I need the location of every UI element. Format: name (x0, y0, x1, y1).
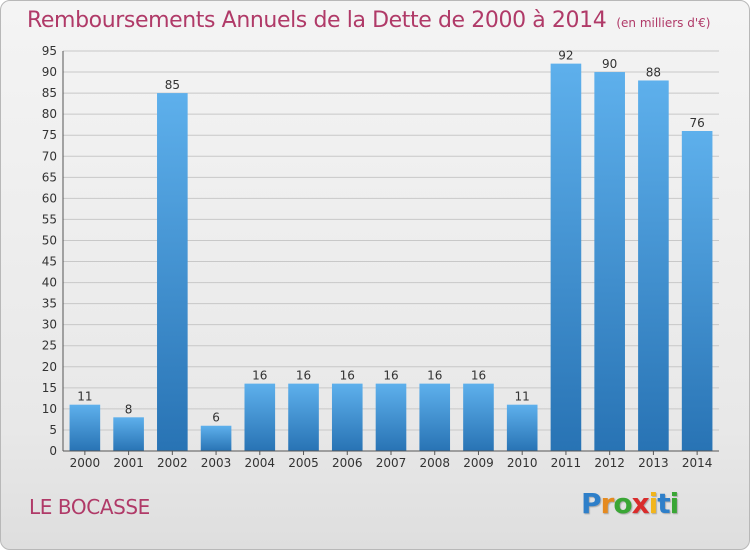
y-tick-label: 25 (42, 339, 57, 353)
bar-value-label: 6 (212, 411, 220, 425)
bar-value-label: 16 (471, 369, 486, 383)
bar-value-label: 90 (602, 57, 617, 71)
bar (594, 72, 625, 451)
x-tick-label: 2010 (507, 456, 538, 470)
y-tick-label: 70 (42, 149, 57, 163)
y-tick-label: 15 (42, 381, 57, 395)
chart-subtitle: (en milliers d'€) (616, 16, 711, 30)
bar-value-label: 92 (558, 49, 573, 63)
logo-letter: t (657, 487, 670, 520)
bar (638, 80, 669, 451)
x-tick-label: 2006 (332, 456, 363, 470)
x-tick-label: 2001 (113, 456, 144, 470)
x-tick-label: 2007 (376, 456, 407, 470)
y-tick-label: 95 (42, 44, 57, 58)
x-tick-label: 2013 (638, 456, 669, 470)
bar (550, 63, 582, 451)
bar (244, 383, 276, 451)
x-tick-label: 2009 (463, 456, 494, 470)
axes: 0 5 10 15 20 25 30 35 40 45 50 55 60 65 70 75 80 85 90 95 20… (42, 44, 719, 470)
y-tick-label: 10 (42, 402, 57, 416)
x-tick-label: 2005 (288, 456, 319, 470)
chart-title: Remboursements Annuels de la Dette de 20… (27, 8, 710, 33)
bar (113, 417, 144, 451)
bar-value-label: 85 (165, 78, 180, 92)
logo-letter: i (648, 487, 659, 520)
bar (375, 383, 407, 451)
y-tick-label: 5 (49, 423, 57, 437)
y-tick-label: 60 (42, 191, 57, 205)
x-tick-label: 2003 (201, 456, 232, 470)
bar-value-label: 88 (646, 65, 661, 79)
logo-letter: r (600, 487, 615, 520)
bar-value-label: 16 (340, 369, 355, 383)
y-tick-label: 85 (42, 86, 57, 100)
bar (69, 404, 101, 451)
bar-value-label: 16 (252, 369, 267, 383)
logo-letter: x (631, 487, 650, 520)
bar (288, 383, 319, 451)
bar (506, 404, 538, 451)
y-tick-label: 55 (42, 212, 57, 226)
bar-value-label: 16 (427, 369, 442, 383)
bars: 11 8 85 6 16 16 16 16 16 16 11 92 90 88 76 (69, 49, 713, 452)
chart-title-text: Remboursements Annuels de la Dette de 20… (27, 8, 607, 33)
y-tick-label: 90 (42, 65, 57, 79)
y-tick-label: 0 (49, 444, 57, 458)
x-tick-label: 2000 (70, 456, 101, 470)
bar (463, 383, 494, 451)
x-tick-label: 2011 (551, 456, 582, 470)
bar (200, 425, 232, 451)
y-tick-label: 30 (42, 318, 57, 332)
y-tick-label: 65 (42, 170, 57, 184)
bar-value-label: 11 (515, 390, 530, 404)
y-tick-label: 75 (42, 128, 57, 142)
bar (157, 93, 188, 452)
y-tick-label: 50 (42, 233, 57, 247)
bar-value-label: 76 (689, 116, 704, 130)
bar-value-label: 11 (77, 390, 92, 404)
x-tick-label: 2014 (682, 456, 713, 470)
bar-value-label: 16 (383, 369, 398, 383)
logo-letter: P (581, 487, 602, 520)
logo-letter: i (669, 487, 680, 520)
bar (419, 383, 451, 451)
y-tick-label: 40 (42, 276, 57, 290)
bar (331, 383, 363, 451)
x-tick-label: 2004 (245, 456, 276, 470)
x-tick-label: 2012 (594, 456, 625, 470)
commune-name: LE BOCASSE (29, 495, 150, 519)
y-tick-label: 35 (42, 297, 57, 311)
proxiti-logo: Proxiti (581, 487, 680, 520)
y-tick-label: 45 (42, 255, 57, 269)
y-tick-label: 80 (42, 107, 57, 121)
x-tick-label: 2002 (157, 456, 188, 470)
bar-value-label: 8 (125, 402, 133, 416)
x-tick-label: 2008 (419, 456, 450, 470)
bar-value-label: 16 (296, 369, 311, 383)
logo-letter: o (613, 487, 632, 520)
bar (681, 131, 713, 451)
y-tick-label: 20 (42, 360, 57, 374)
